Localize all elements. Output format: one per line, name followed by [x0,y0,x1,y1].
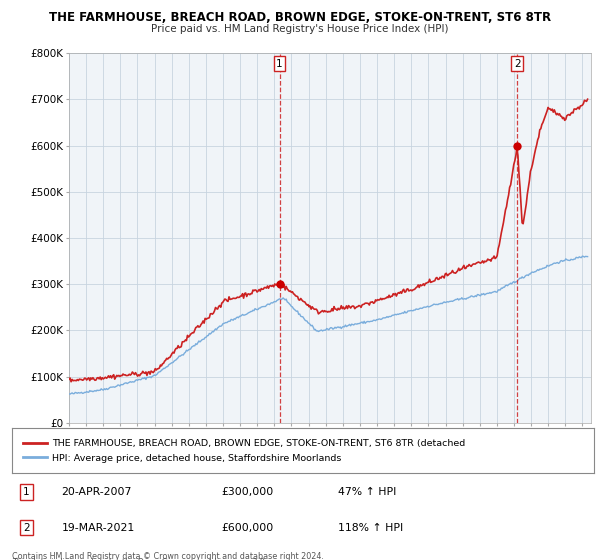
Text: £300,000: £300,000 [221,487,274,497]
Text: 2: 2 [23,522,30,533]
Text: 1: 1 [23,487,30,497]
Text: This data is licensed under the Open Government Licence v3.0.: This data is licensed under the Open Gov… [12,558,268,560]
Text: 118% ↑ HPI: 118% ↑ HPI [338,522,403,533]
Text: 2: 2 [514,59,521,69]
Text: £600,000: £600,000 [221,522,274,533]
Text: THE FARMHOUSE, BREACH ROAD, BROWN EDGE, STOKE-ON-TRENT, ST6 8TR: THE FARMHOUSE, BREACH ROAD, BROWN EDGE, … [49,11,551,24]
Text: 20-APR-2007: 20-APR-2007 [61,487,132,497]
Legend: THE FARMHOUSE, BREACH ROAD, BROWN EDGE, STOKE-ON-TRENT, ST6 8TR (detached, HPI: : THE FARMHOUSE, BREACH ROAD, BROWN EDGE, … [20,435,469,466]
Text: Price paid vs. HM Land Registry's House Price Index (HPI): Price paid vs. HM Land Registry's House … [151,24,449,34]
Text: 47% ↑ HPI: 47% ↑ HPI [338,487,396,497]
Text: 19-MAR-2021: 19-MAR-2021 [61,522,135,533]
Text: 1: 1 [276,59,283,69]
Text: Contains HM Land Registry data © Crown copyright and database right 2024.: Contains HM Land Registry data © Crown c… [12,552,324,560]
